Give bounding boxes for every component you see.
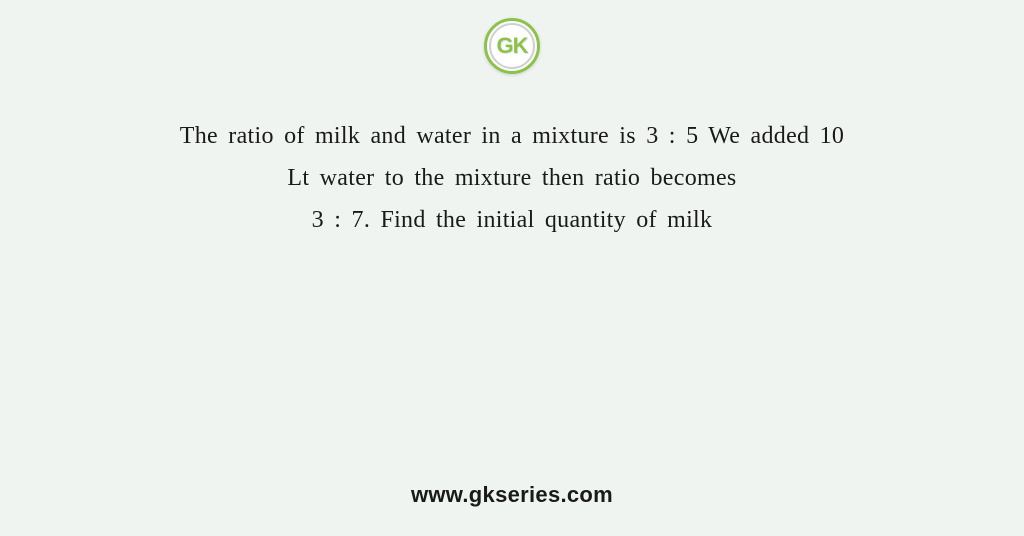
logo-text: GK	[497, 33, 528, 59]
question-line-3: 3 : 7. Find the initial quantity of milk	[312, 207, 713, 233]
question-text: The ratio of milk and water in a mixture…	[122, 115, 902, 241]
logo-inner: GK	[489, 23, 535, 69]
question-line-2: Lt water to the mixture then ratio becom…	[287, 165, 736, 191]
logo-circle: GK	[484, 18, 540, 74]
question-line-1: The ratio of milk and water in a mixture…	[180, 123, 844, 149]
footer-url: www.gkseries.com	[411, 482, 613, 508]
logo-container: GK	[484, 18, 540, 74]
